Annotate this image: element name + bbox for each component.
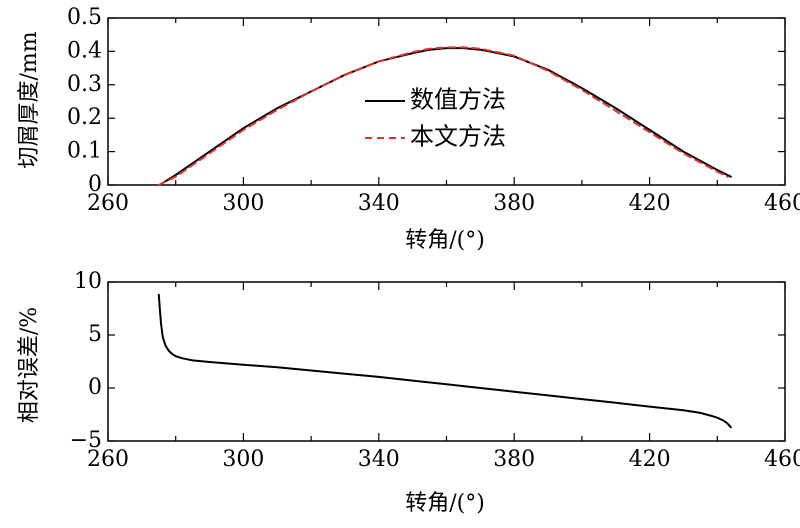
top-y-tick-label: 0.2 (67, 105, 102, 130)
bottom-x-tick-label: 420 (629, 447, 671, 472)
top-x-tick-label: 300 (222, 191, 264, 216)
bottom-y-tick-label: 10 (74, 269, 102, 294)
top-y-tick-label: 0.3 (67, 72, 102, 97)
bottom-y-tick-label: 5 (88, 322, 102, 347)
top-y-axis-label: 切屑厚度/mm (17, 31, 42, 168)
top-y-tick-label: 0.4 (67, 38, 102, 63)
thickness-chart: 切屑厚度/mm 转角/(°) 数值方法 本文方法 260 300 340 380 420… (17, 5, 800, 253)
bottom-x-tick-label: 340 (358, 447, 400, 472)
legend: 数值方法 本文方法 (365, 86, 506, 151)
bottom-x-tick-label: 300 (222, 447, 264, 472)
bottom-y-axis-label: 相对误差/% (17, 307, 42, 423)
top-y-tick-label: 0 (88, 172, 102, 197)
top-x-tick-label: 420 (629, 191, 671, 216)
top-x-tick-label: 380 (493, 191, 535, 216)
top-y-tick-label: 0.5 (67, 5, 102, 30)
relative-error-chart: 相对误差/% 转角/(°) 260 300 340 380 420 460 10 5 0 −5 (17, 269, 800, 516)
top-y-tick-label: 0.1 (67, 139, 102, 164)
top-x-tick-label: 340 (358, 191, 400, 216)
top-series-line-0 (161, 47, 732, 185)
bottom-x-tick-label: 260 (87, 447, 129, 472)
bottom-y-tick-label: 0 (88, 375, 102, 400)
top-series-line-1 (157, 46, 729, 186)
legend-label-proposed: 本文方法 (410, 123, 506, 151)
top-x-tick-label: 460 (764, 191, 800, 216)
bottom-x-axis-label: 转角/(°) (405, 491, 485, 516)
bottom-y-tick-label: −5 (70, 428, 102, 453)
bottom-x-tick-label: 460 (764, 447, 800, 472)
top-x-axis-label: 转角/(°) (405, 228, 485, 253)
legend-label-numeric: 数值方法 (410, 86, 506, 114)
bottom-series-line-0 (157, 293, 732, 429)
top-x-tick-label: 260 (87, 191, 129, 216)
bottom-x-tick-label: 380 (493, 447, 535, 472)
